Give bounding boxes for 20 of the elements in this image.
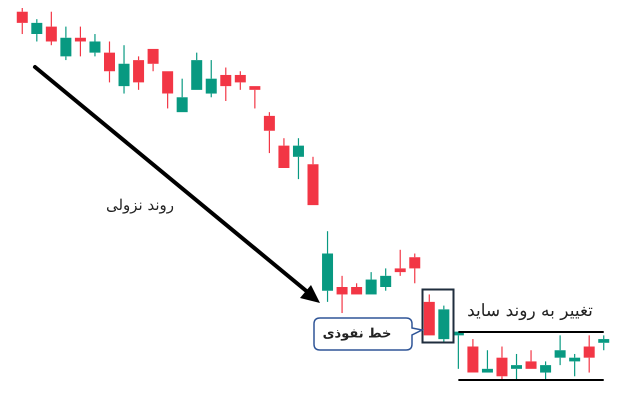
candlestick [394, 249, 406, 276]
candlestick [569, 353, 580, 377]
candlestick [322, 230, 334, 302]
candlestick [16, 7, 28, 35]
candlestick [380, 268, 392, 292]
candlestick [46, 11, 57, 46]
annotation: روند نزولی [106, 196, 174, 214]
candlestick [220, 66, 232, 102]
candlestick [598, 334, 610, 351]
candlestick [409, 252, 420, 284]
annotation: خط نفوذی [322, 326, 392, 342]
candlestick [74, 26, 86, 57]
candlestick [206, 59, 217, 98]
candlestick [31, 18, 42, 42]
annotation: تغییر به روند ساید [467, 301, 593, 321]
candlestick [234, 70, 246, 90]
candlestick [104, 40, 115, 83]
candlestick [336, 275, 348, 314]
candlestick [584, 334, 595, 374]
candlestick [511, 353, 522, 381]
